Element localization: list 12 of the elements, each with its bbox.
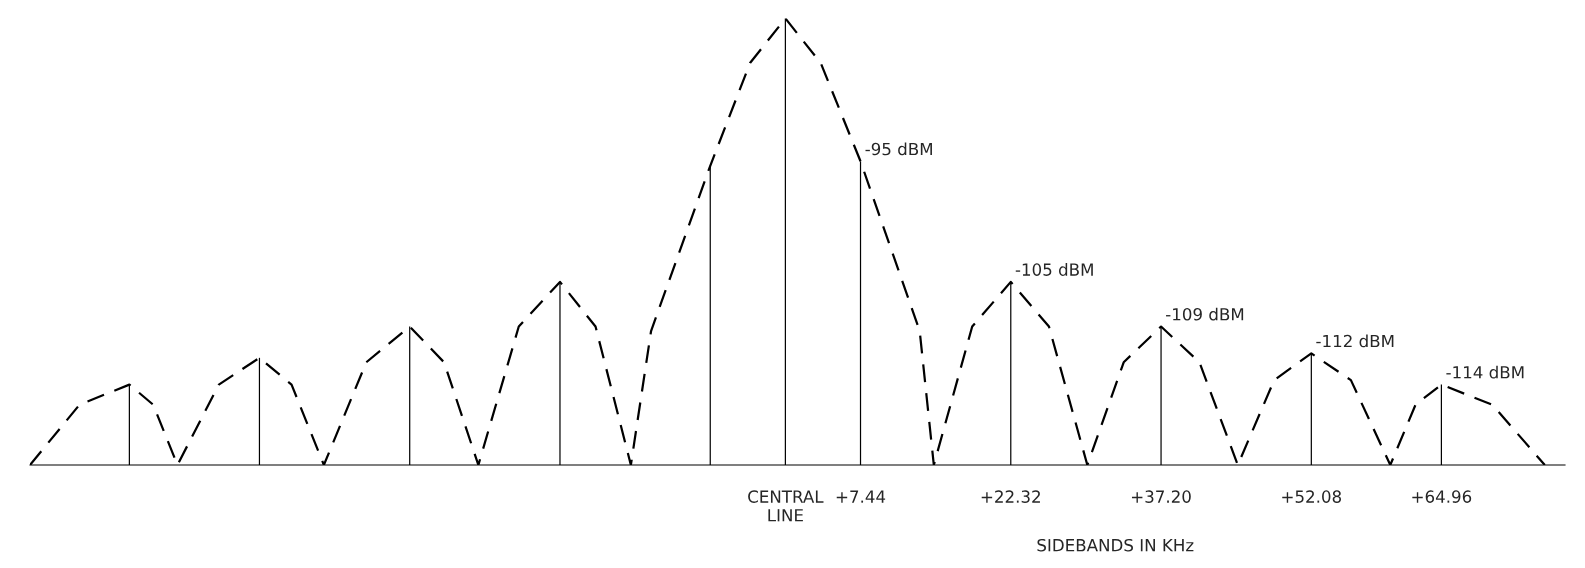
x-tick-label: +22.32 bbox=[981, 490, 1040, 503]
annotation: -109 dBM bbox=[1166, 307, 1244, 321]
x-tick-label: +64.96 bbox=[1412, 490, 1472, 503]
annotation: -105 dBM bbox=[1015, 262, 1093, 276]
x-tick-label: +37.20 bbox=[1131, 490, 1191, 503]
x-tick-label: CENTRAL LINE bbox=[748, 490, 824, 522]
annotation: -95 dBM bbox=[865, 142, 932, 156]
annotation: -112 dBM bbox=[1316, 334, 1394, 348]
x-tick-label: +52.08 bbox=[1282, 490, 1342, 503]
annotation: -114 dBM bbox=[1446, 365, 1524, 379]
x-axis-title: SIDEBANDS IN KHz bbox=[1037, 538, 1194, 552]
x-tick-label: +7.44 bbox=[836, 490, 886, 503]
